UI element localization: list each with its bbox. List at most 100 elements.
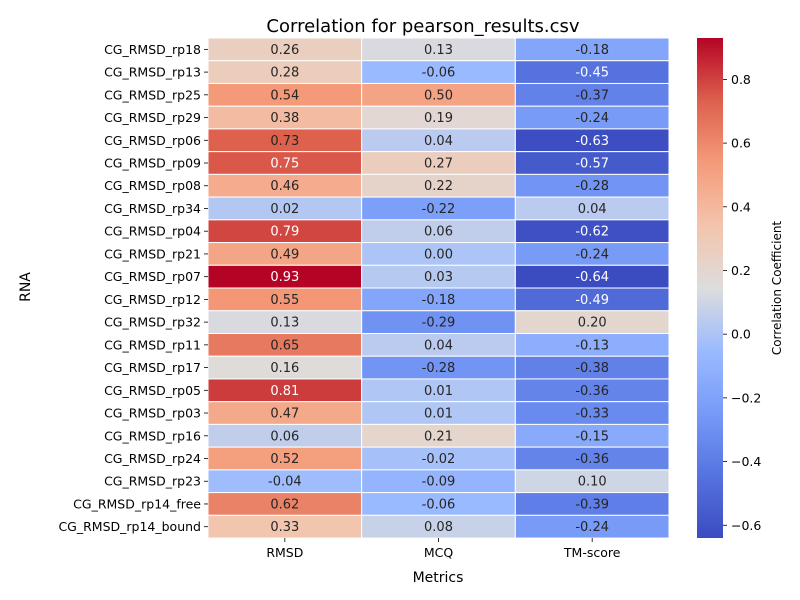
row-label: CG_RMSD_rp17 [104, 360, 201, 375]
cell-value-label: -0.36 [575, 384, 609, 399]
cell-value-label: -0.13 [575, 338, 609, 353]
cell-value-label: 0.01 [424, 384, 453, 399]
row-label: CG_RMSD_rp13 [104, 65, 201, 80]
cell-value-label: 0.47 [270, 407, 299, 422]
cell-value-label: -0.02 [422, 452, 456, 467]
colorbar-tick-label: −0.4 [731, 454, 761, 469]
cell-value-label: 0.00 [424, 247, 453, 262]
row-label: CG_RMSD_rp23 [104, 474, 201, 489]
cell-value-label: 0.28 [270, 66, 299, 81]
cell-value-label: 0.01 [424, 407, 453, 422]
row-label: CG_RMSD_rp16 [104, 428, 201, 443]
colorbar-tick-label: 0.8 [731, 72, 751, 87]
cell-value-label: -0.28 [575, 179, 609, 194]
colorbar-ticks: 0.8 0.6 0.4 0.2 0.0 −0.2 −0.4 −0.6 [723, 72, 761, 533]
cell-value-label: 0.02 [270, 202, 299, 217]
cell-value-label: 0.62 [270, 497, 299, 512]
column-label: MCQ [424, 545, 454, 560]
cell-value-label: 0.38 [270, 111, 299, 126]
cell-value-label: 0.03 [424, 270, 453, 285]
cell-value-label: -0.18 [422, 293, 456, 308]
cell-value-label: 0.08 [424, 520, 453, 535]
row-label: CG_RMSD_rp08 [104, 178, 201, 193]
row-labels: CG_RMSD_rp18 CG_RMSD_rp13 CG_RMSD_rp25 CG_R… [58, 42, 208, 534]
cell-value-label: 0.13 [424, 43, 453, 58]
column-label: RMSD [266, 545, 303, 560]
cell-value-label: 0.26 [270, 43, 299, 58]
cell-value-label: -0.33 [575, 407, 609, 422]
cell-value-label: 0.04 [578, 202, 607, 217]
cell-value-label: 0.55 [270, 293, 299, 308]
row-label: CG_RMSD_rp07 [104, 269, 201, 284]
cell-value-label: 0.20 [578, 316, 607, 331]
cell-value-label: 0.54 [270, 88, 299, 103]
row-label: CG_RMSD_rp18 [104, 42, 201, 57]
cell-value-label: -0.37 [575, 88, 609, 103]
cell-value-label: -0.45 [575, 66, 609, 81]
row-label: CG_RMSD_rp34 [104, 201, 201, 216]
cell-value-label: 0.73 [270, 134, 299, 149]
colorbar-tick-label: −0.6 [731, 518, 761, 533]
cell-value-label: 0.22 [424, 179, 453, 194]
cell-value-label: -0.04 [268, 475, 302, 490]
cell-value-label: 0.04 [424, 134, 453, 149]
cell-value-label: -0.24 [575, 247, 609, 262]
cell-value-label: -0.38 [575, 361, 609, 376]
cell-value-label: -0.36 [575, 452, 609, 467]
cell-value-label: -0.29 [422, 316, 456, 331]
cell-value-label: 0.13 [270, 316, 299, 331]
cell-value-label: -0.49 [575, 293, 609, 308]
cell-value-label: 0.46 [270, 179, 299, 194]
cell-value-label: -0.22 [422, 202, 456, 217]
cell-value-label: 0.50 [424, 88, 453, 103]
colorbar-tick-label: 0.0 [731, 327, 751, 342]
colorbar-tick-label: 0.4 [731, 199, 751, 214]
cell-value-label: -0.09 [422, 475, 456, 490]
cell-value-label: -0.24 [575, 520, 609, 535]
colorbar-tick-label: 0.6 [731, 136, 751, 151]
cell-value-label: 0.75 [270, 157, 299, 172]
colorbar-label: Correlation Coefficient [770, 221, 784, 356]
cell-value-label: 0.49 [270, 247, 299, 262]
cell-value-label: 0.93 [270, 270, 299, 285]
cell-value-label: 0.52 [270, 452, 299, 467]
cell-value-label: 0.10 [578, 475, 607, 490]
cell-value-label: 0.16 [270, 361, 299, 376]
row-label: CG_RMSD_rp24 [104, 451, 201, 466]
cell-value-label: -0.64 [575, 270, 609, 285]
row-label: CG_RMSD_rp09 [104, 156, 201, 171]
cell-value-label: -0.39 [575, 497, 609, 512]
cell-value-label: -0.06 [422, 66, 456, 81]
row-label: CG_RMSD_rp06 [104, 133, 201, 148]
y-axis-label: RNA [18, 272, 34, 302]
cell-value-label: 0.65 [270, 338, 299, 353]
cell-value-label: 0.79 [270, 225, 299, 240]
colorbar-tick-label: 0.2 [731, 263, 751, 278]
cell-value-label: 0.06 [270, 429, 299, 444]
row-label: CG_RMSD_rp04 [104, 224, 201, 239]
row-label: CG_RMSD_rp05 [104, 383, 201, 398]
row-label: CG_RMSD_rp14_free [73, 496, 201, 511]
column-label: TM-score [563, 545, 621, 560]
cell-value-label: 0.21 [424, 429, 453, 444]
row-label: CG_RMSD_rp11 [104, 337, 201, 352]
row-label: CG_RMSD_rp29 [104, 110, 201, 125]
cell-value-label: -0.63 [575, 134, 609, 149]
cell-value-label: -0.15 [575, 429, 609, 444]
colorbar [697, 38, 723, 538]
column-labels: RMSD MCQ TM-score [266, 538, 621, 560]
row-label: CG_RMSD_rp03 [104, 406, 201, 421]
row-label: CG_RMSD_rp32 [104, 315, 201, 330]
cell-value-label: -0.28 [422, 361, 456, 376]
x-axis-label: Metrics [413, 570, 464, 586]
cell-value-label: -0.24 [575, 111, 609, 126]
cell-value-label: 0.27 [424, 157, 453, 172]
row-label: CG_RMSD_rp25 [104, 87, 201, 102]
colorbar-tick-label: −0.2 [731, 390, 761, 405]
row-label: CG_RMSD_rp14_bound [58, 519, 201, 534]
row-label: CG_RMSD_rp21 [104, 246, 201, 261]
cell-value-label: -0.62 [575, 225, 609, 240]
cell-value-label: 0.06 [424, 225, 453, 240]
cell-value-label: -0.06 [422, 497, 456, 512]
